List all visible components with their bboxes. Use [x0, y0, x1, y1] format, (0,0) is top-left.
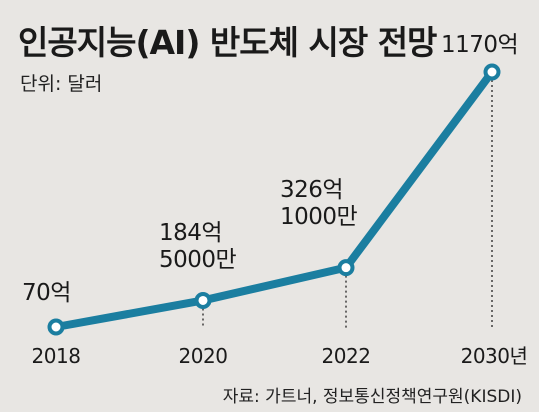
chart-title: 인공지능(AI) 반도체 시장 전망	[18, 23, 437, 62]
unit-label: 단위: 달러	[20, 73, 102, 95]
data-point-2018	[47, 318, 65, 336]
data-point-2022	[337, 259, 355, 277]
data-label-2022: 326억 1000만	[280, 177, 358, 230]
data-label-2030년: 1170억	[441, 32, 518, 58]
source-note: 자료: 가트너, 정보통신정책연구원(KISDI)	[223, 387, 522, 407]
data-label-2018: 70억	[22, 280, 71, 306]
x-tick-2018: 2018	[32, 344, 81, 368]
data-point-2020	[194, 291, 212, 309]
x-tick-2022: 2022	[322, 344, 371, 368]
x-tick-2030년: 2030년	[461, 344, 528, 368]
series-line	[52, 68, 496, 331]
data-label-2020: 184억 5000만	[159, 220, 237, 273]
x-tick-2020: 2020	[179, 344, 228, 368]
data-point-2030년	[483, 63, 501, 81]
